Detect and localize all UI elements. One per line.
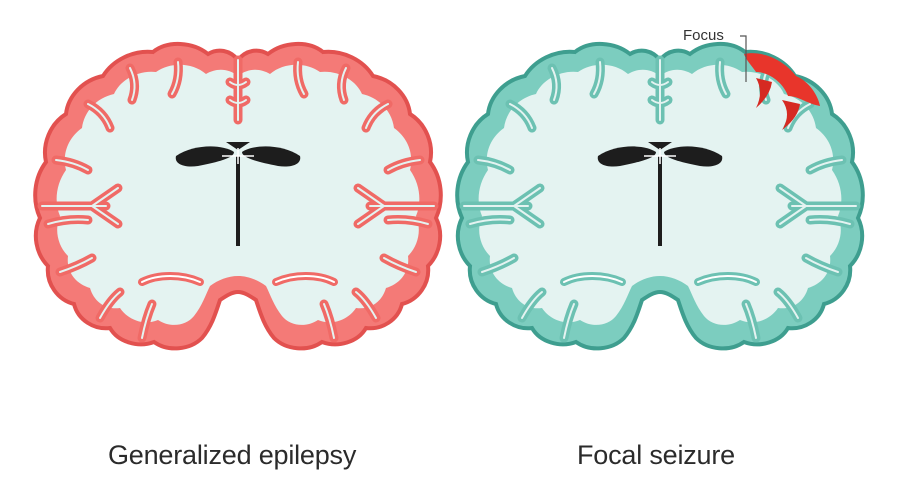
focal-brain-section	[455, 41, 865, 351]
generalized-epilepsy-caption: Generalized epilepsy	[108, 440, 357, 470]
seizure-focus-region	[744, 53, 820, 130]
focus-leader-line	[740, 35, 747, 82]
generalized-brain-section	[33, 41, 443, 351]
focal-seizure-caption: Focal seizure	[577, 440, 735, 470]
focus-label: Focus	[683, 27, 724, 44]
